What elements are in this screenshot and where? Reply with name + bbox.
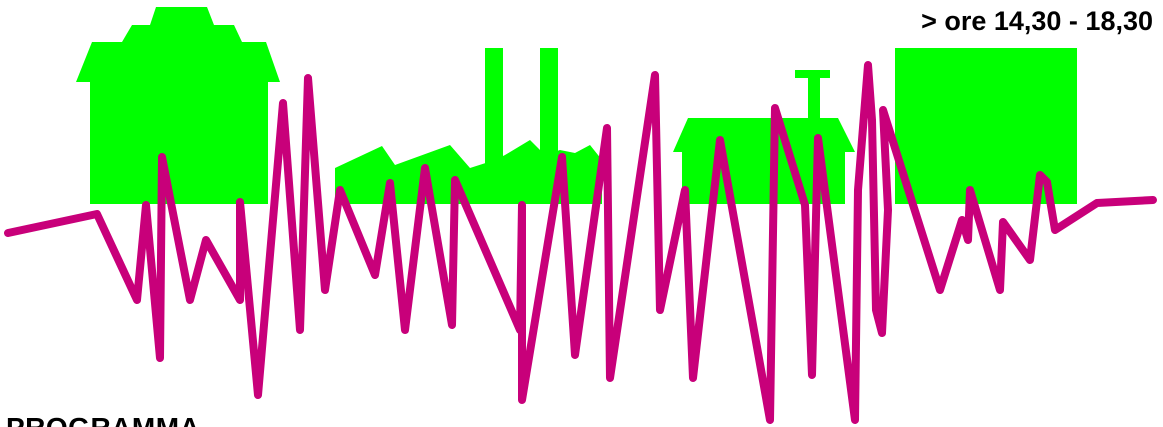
section-title-programma: PROGRAMMA <box>6 412 200 427</box>
factory-chimney <box>540 48 558 158</box>
building-skyline-icon <box>76 7 1077 204</box>
time-range-label: > ore 14,30 - 18,30 <box>921 6 1153 36</box>
factory-chimney <box>485 48 503 168</box>
sawtooth-building <box>335 140 602 204</box>
seismograph-line-icon <box>4 61 1157 424</box>
house-building <box>76 7 280 204</box>
